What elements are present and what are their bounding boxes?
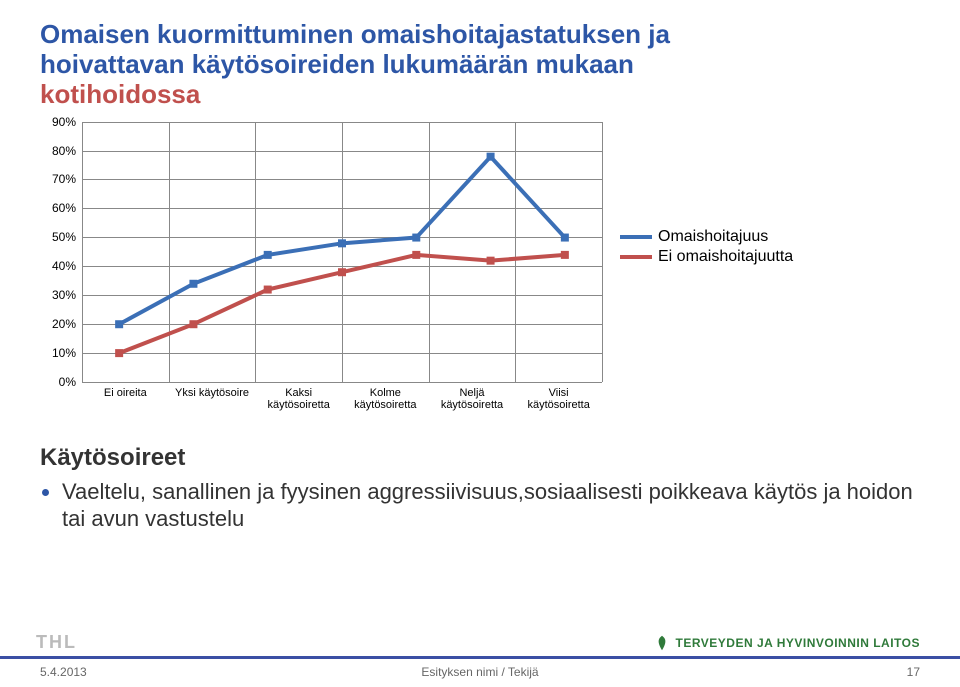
- ytick-label: 0%: [42, 375, 76, 389]
- marker: [561, 251, 569, 259]
- xtick-label: Kolme käytösoiretta: [354, 387, 416, 411]
- ytick-label: 50%: [42, 230, 76, 244]
- legend-swatch: [620, 255, 652, 259]
- legend-item: Omaishoitajuus: [620, 228, 793, 246]
- marker: [338, 268, 346, 276]
- xtick-label: Neljä käytösoiretta: [441, 387, 503, 411]
- marker: [412, 251, 420, 259]
- thl-logo-text: THL: [36, 632, 77, 653]
- gridline-h: [82, 382, 602, 383]
- title-line-1: Omaisen kuormittuminen omaishoitajastatu…: [40, 20, 920, 50]
- marker: [115, 349, 123, 357]
- footer-pagenum: 17: [907, 665, 920, 679]
- slide-title: Omaisen kuormittuminen omaishoitajastatu…: [40, 20, 920, 110]
- xtick-label: Ei oireita: [104, 387, 147, 399]
- title-line-2: hoivattavan käytösoireiden lukumäärän mu…: [40, 50, 920, 80]
- xtick-label: Viisi käytösoiretta: [527, 387, 589, 411]
- legend-swatch: [620, 235, 652, 239]
- ytick-label: 30%: [42, 288, 76, 302]
- marker: [487, 256, 495, 264]
- section-heading: Käytösoireet: [40, 444, 920, 472]
- marker: [264, 285, 272, 293]
- marker: [115, 320, 123, 328]
- bullet-item: Vaeltelu, sanallinen ja fyysinen aggress…: [62, 478, 920, 533]
- slide: Omaisen kuormittuminen omaishoitajastatu…: [0, 0, 960, 687]
- title-sub: kotihoidossa: [40, 80, 920, 110]
- chart-plot-area: 0%10%20%30%40%50%60%70%80%90%Ei oireitaY…: [82, 122, 602, 382]
- org-label: TERVEYDEN JA HYVINVOINNIN LAITOS: [654, 635, 921, 651]
- footer-bar: [0, 656, 960, 659]
- ytick-label: 70%: [42, 172, 76, 186]
- marker: [189, 279, 197, 287]
- ytick-label: 60%: [42, 201, 76, 215]
- marker: [189, 320, 197, 328]
- xtick-label: Yksi käytösoire: [175, 387, 249, 399]
- org-text: TERVEYDEN JA HYVINVOINNIN LAITOS: [676, 636, 921, 650]
- legend-label: Ei omaishoitajuutta: [658, 248, 793, 266]
- footer: 5.4.2013 Esityksen nimi / Tekijä 17: [0, 659, 960, 681]
- footer-center: Esityksen nimi / Tekijä: [0, 665, 960, 679]
- ytick-label: 40%: [42, 259, 76, 273]
- gridline-v: [602, 122, 603, 382]
- marker: [561, 233, 569, 241]
- marker: [264, 251, 272, 259]
- chart-legend: Omaishoitajuus Ei omaishoitajuutta: [620, 226, 793, 268]
- marker: [338, 239, 346, 247]
- chart: 0%10%20%30%40%50%60%70%80%90%Ei oireitaY…: [40, 122, 800, 422]
- ytick-label: 90%: [42, 115, 76, 129]
- chart-lines: [82, 122, 602, 382]
- xtick-label: Kaksi käytösoiretta: [267, 387, 329, 411]
- ytick-label: 20%: [42, 317, 76, 331]
- bullet-list: Vaeltelu, sanallinen ja fyysinen aggress…: [40, 478, 920, 533]
- ytick-label: 10%: [42, 346, 76, 360]
- ytick-label: 80%: [42, 144, 76, 158]
- leaf-icon: [654, 635, 670, 651]
- marker: [487, 152, 495, 160]
- marker: [412, 233, 420, 241]
- legend-item: Ei omaishoitajuutta: [620, 248, 793, 266]
- legend-label: Omaishoitajuus: [658, 228, 768, 246]
